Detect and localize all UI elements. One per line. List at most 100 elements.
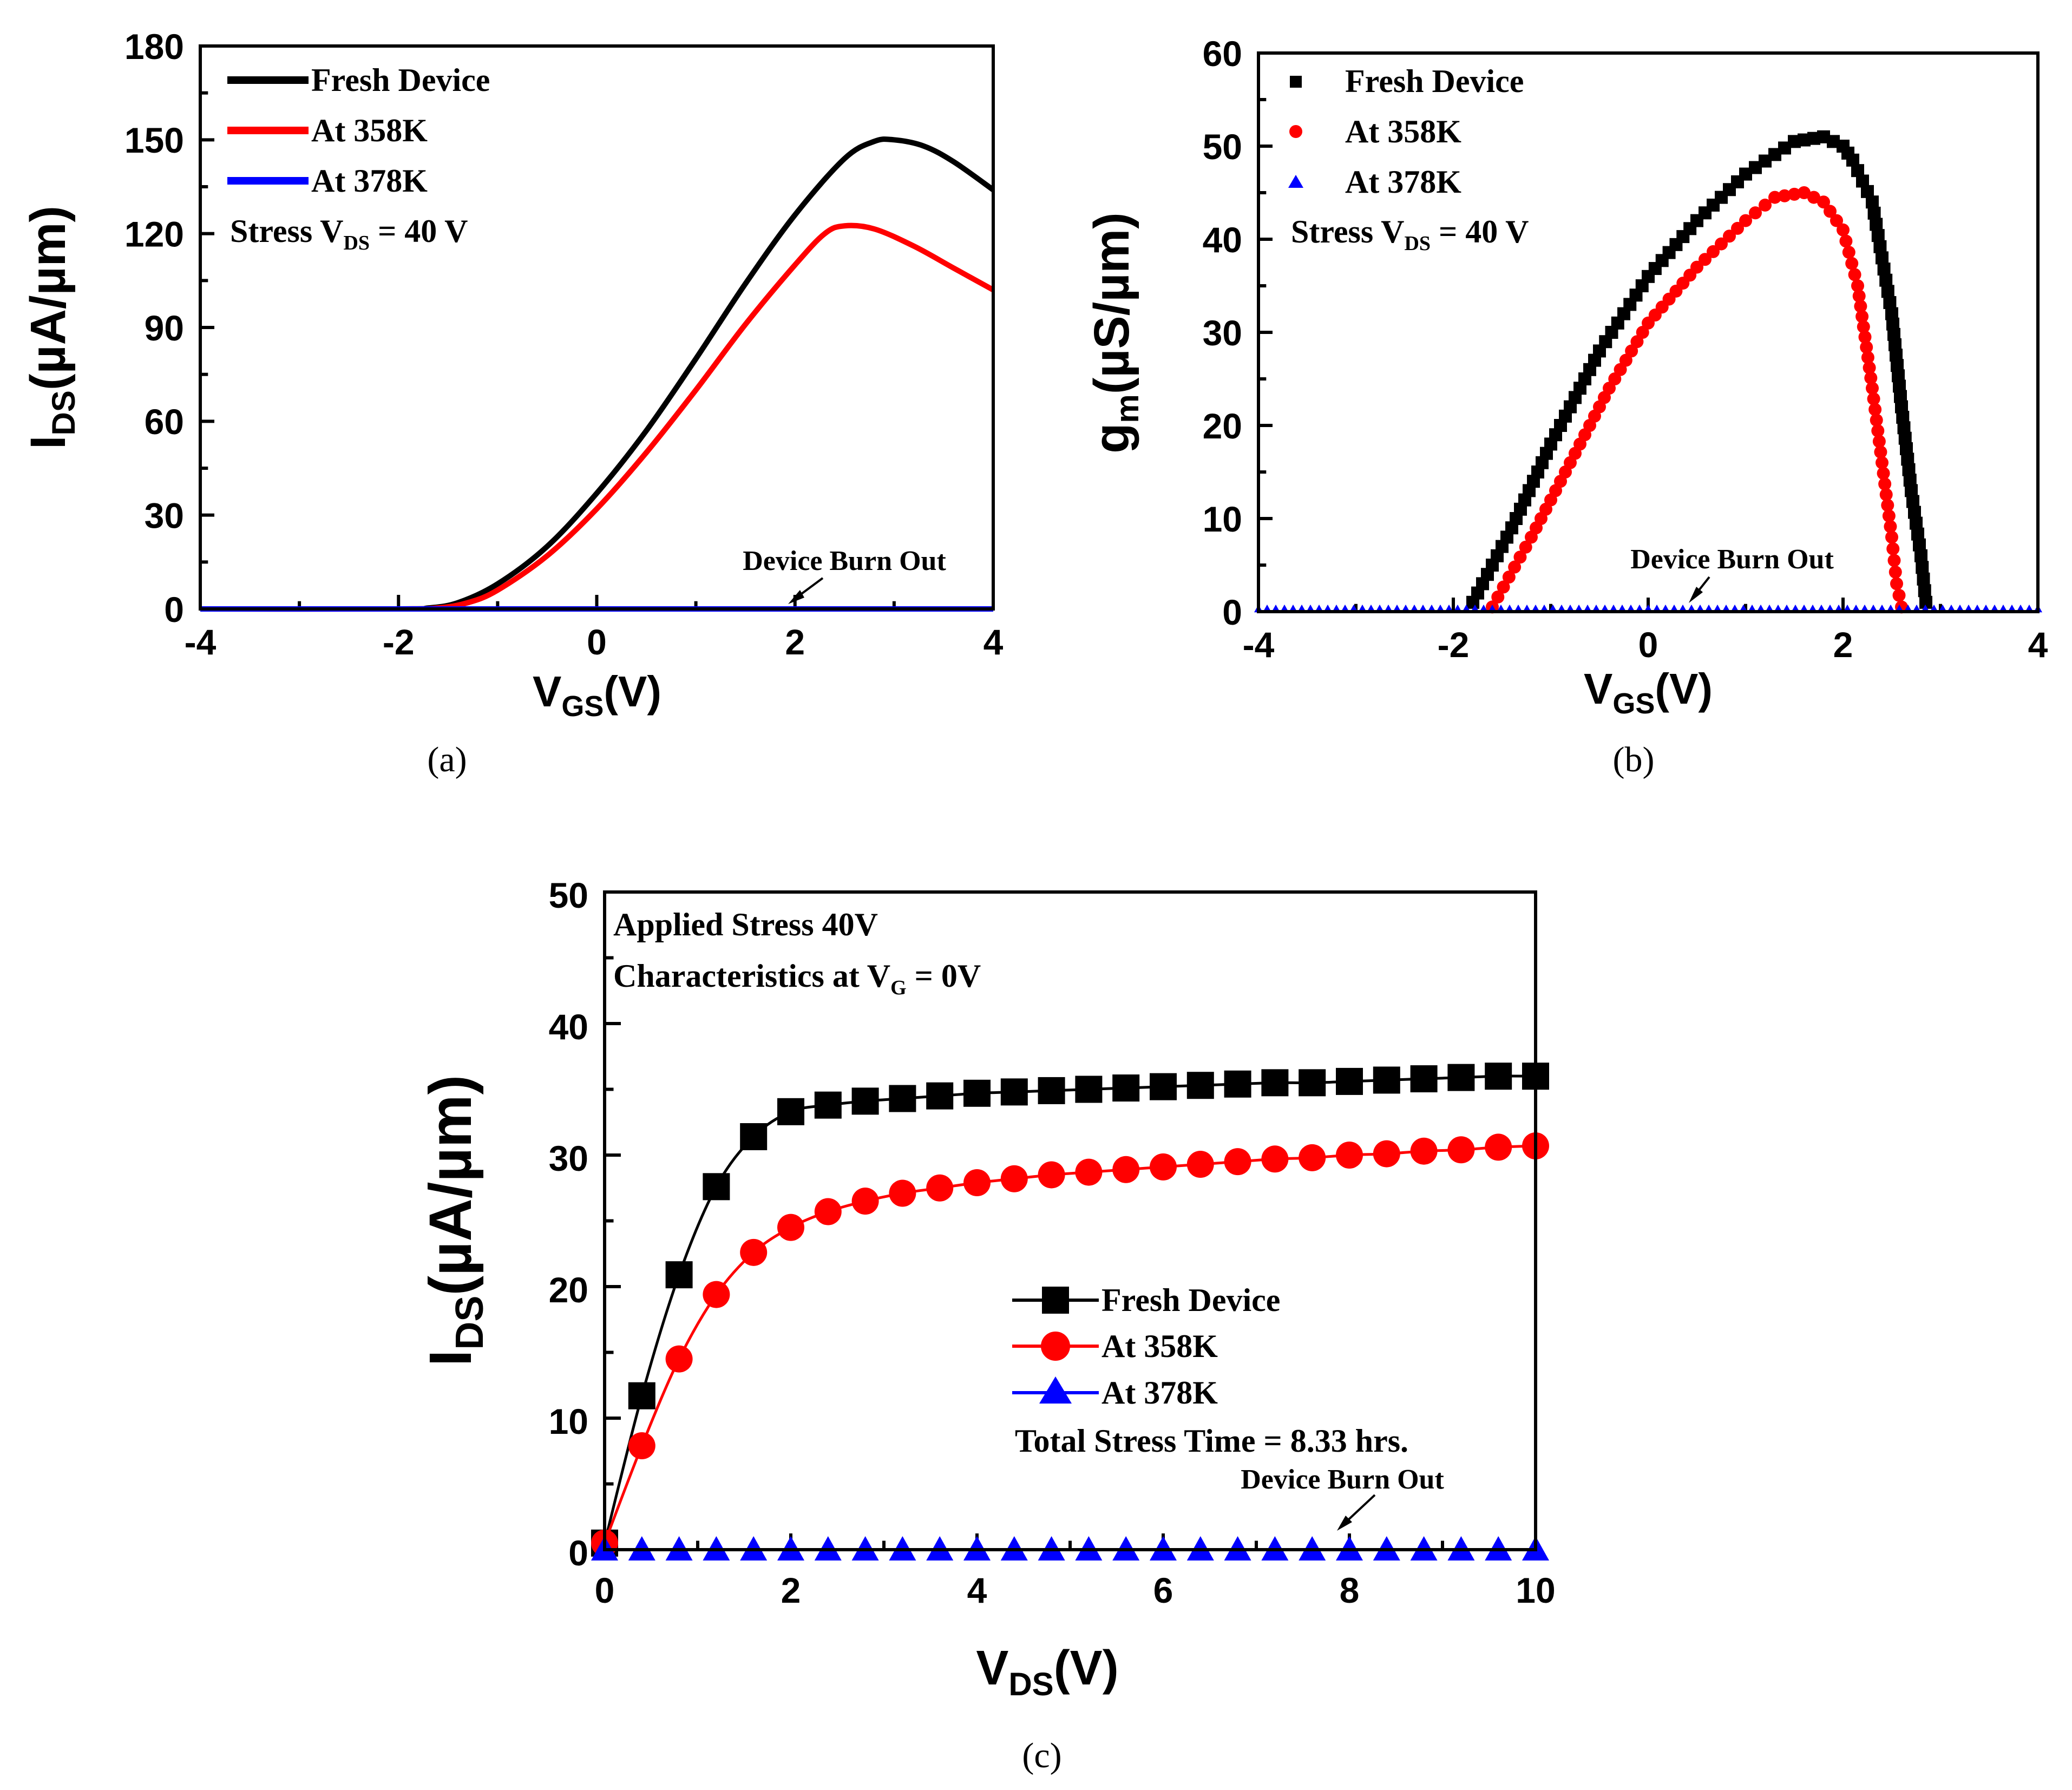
legend-label-358k: At 358K: [1101, 1328, 1218, 1364]
series-at-358k-point: [1768, 191, 1781, 204]
series-fresh-device-point: [1871, 229, 1885, 242]
series-at-358k-point: [1723, 230, 1736, 243]
series-at-358k-point: [1447, 1136, 1475, 1164]
panel-b-y-axis-label: gm(µS/µm): [1084, 212, 1145, 454]
x-tick-label: -2: [1438, 625, 1470, 665]
series-at-358k-point: [703, 1281, 730, 1308]
series-fresh-device-point: [1447, 1064, 1475, 1091]
series-at-358k-point: [1715, 237, 1728, 251]
series-at-358k-point: [963, 1169, 991, 1197]
panel-c-title-line2: Characteristics at VG = 0V: [613, 958, 981, 999]
y-tick-label: 150: [124, 120, 184, 160]
x-tick-label: -2: [383, 622, 415, 662]
series-fresh-device-point: [1867, 206, 1881, 220]
legend-marker-358k: [1041, 1332, 1070, 1361]
series-at-358k-point: [926, 1174, 954, 1202]
series-at-358k-point: [1881, 499, 1894, 512]
series-fresh-device-point: [1877, 263, 1891, 276]
series-at-358k-point: [1336, 1142, 1363, 1169]
legend-label-378k: At 378K: [311, 163, 428, 199]
series-fresh-device-point: [1299, 1069, 1326, 1097]
legend-marker-fresh-device: [1290, 76, 1302, 88]
series-at-358k-point: [1868, 403, 1882, 416]
y-tick-label: 50: [549, 875, 588, 915]
series-at-358k-point: [1513, 550, 1527, 564]
panel-b-stress-label: Stress VDS = 40 V: [1291, 214, 1529, 255]
panel-a-burnout-annotation: Device Burn Out: [743, 546, 946, 576]
panel-c-tick-labels: 0 2 4 6 8 10 0 10 20 30 40 50: [549, 875, 1556, 1610]
series-fresh-device-point: [1916, 561, 1929, 574]
legend-label-358k: At 358K: [1345, 114, 1461, 149]
y-tick-label: 40: [549, 1007, 588, 1047]
panel-c-title-line1: Applied Stress 40V: [613, 907, 878, 942]
x-tick-label: 2: [785, 622, 805, 662]
series-at-358k-point: [1502, 571, 1516, 584]
series-fresh-device-point: [1261, 1069, 1289, 1097]
series-fresh-device-point: [1485, 1063, 1512, 1090]
series-at-358k-point: [1759, 198, 1772, 212]
series-fresh-device-point: [777, 1098, 804, 1125]
series-at-358k-point: [1854, 299, 1867, 313]
series-at-358k-point: [1867, 392, 1880, 405]
y-tick-label: 20: [1203, 406, 1242, 446]
series-fresh-device-point: [1410, 1065, 1438, 1093]
panel-c-plot-frame: [603, 890, 1537, 1551]
series-at-358k-point: [1858, 330, 1872, 344]
series-fresh-device-point: [1906, 495, 1919, 508]
series-at-358k-point: [1884, 520, 1897, 533]
series-at-358k-point: [1890, 577, 1903, 591]
series-at-358k-point: [740, 1238, 768, 1266]
panel-a-x-axis-label: VGS(V): [533, 667, 661, 723]
series-at-358k-point: [1373, 1140, 1400, 1168]
series-fresh-device-point: [1879, 273, 1893, 287]
series-at-358k-point: [1876, 456, 1889, 469]
series-at-358k-point: [1186, 1151, 1214, 1178]
series-fresh-device-point: [1373, 1066, 1400, 1094]
series-at-358k-point: [1855, 310, 1869, 323]
series-at-358k-point: [1778, 189, 1791, 202]
series-at-358k-point: [628, 1432, 655, 1460]
legend-label-358k: At 358K: [311, 113, 428, 148]
legend-label-378k: At 378K: [1345, 164, 1461, 200]
series-at-358k-point: [1261, 1145, 1289, 1173]
legend-label-fresh-device: Fresh Device: [1101, 1282, 1280, 1318]
series-fresh-device-point: [1186, 1072, 1214, 1099]
panel-b-burnout-annotation: Device Burn Out: [1630, 544, 1834, 575]
series-at-358k-point: [1690, 260, 1703, 274]
y-tick-label: 30: [145, 495, 184, 535]
series-fresh-device-point: [1112, 1074, 1140, 1102]
series-fresh-device-point: [1000, 1078, 1028, 1106]
series-fresh-device-point: [1881, 285, 1894, 298]
y-tick-label: 0: [1222, 592, 1242, 632]
series-at-358k-point: [1851, 279, 1864, 292]
series-at-358k-point: [777, 1214, 804, 1241]
series-at-358k-point: [1707, 245, 1720, 258]
legend-marker-fresh-device: [1042, 1287, 1069, 1314]
x-tick-label: 0: [595, 1570, 615, 1610]
series-at-358k-point: [1000, 1165, 1028, 1192]
series-at-358k-point: [1699, 253, 1712, 266]
series-fresh-device-point: [1336, 1067, 1363, 1095]
y-tick-label: 30: [549, 1138, 588, 1178]
x-tick-label: 10: [1516, 1570, 1555, 1610]
series-fresh-device-point: [1866, 195, 1879, 209]
series-at-358k-point: [1798, 186, 1811, 199]
y-tick-label: 60: [1203, 34, 1242, 74]
series-fresh-device-point: [1873, 240, 1887, 253]
panel-c: 0 2 4 6 8 10 0 10 20 30 40 50 IDS(µA/µm) VDS(V) App…: [417, 875, 1556, 1775]
series-at-358k-point: [1749, 206, 1762, 220]
series-fresh-device-point: [814, 1091, 842, 1119]
series-at-358k-point: [1886, 542, 1900, 555]
panel-b-legend: Fresh Device At 358K At 378K Stress VDS …: [1288, 63, 1529, 255]
series-at-358k-point: [1299, 1144, 1326, 1171]
panel-c-burnout-arrow: [1337, 1494, 1376, 1531]
panel-b-burnout-arrow: [1689, 576, 1710, 603]
panel-a: -4 -2 0 2 4 0 30 60 90 120 150 180 IDS(µA/µm) VGS(V…: [21, 27, 1004, 779]
x-tick-label: 2: [1833, 625, 1853, 665]
panel-a-stress-label: Stress VDS = 40 V: [230, 213, 468, 254]
series-at-358k-point: [1038, 1161, 1065, 1189]
series-at-358k-point: [1870, 414, 1883, 427]
x-tick-label: 8: [1340, 1570, 1360, 1610]
